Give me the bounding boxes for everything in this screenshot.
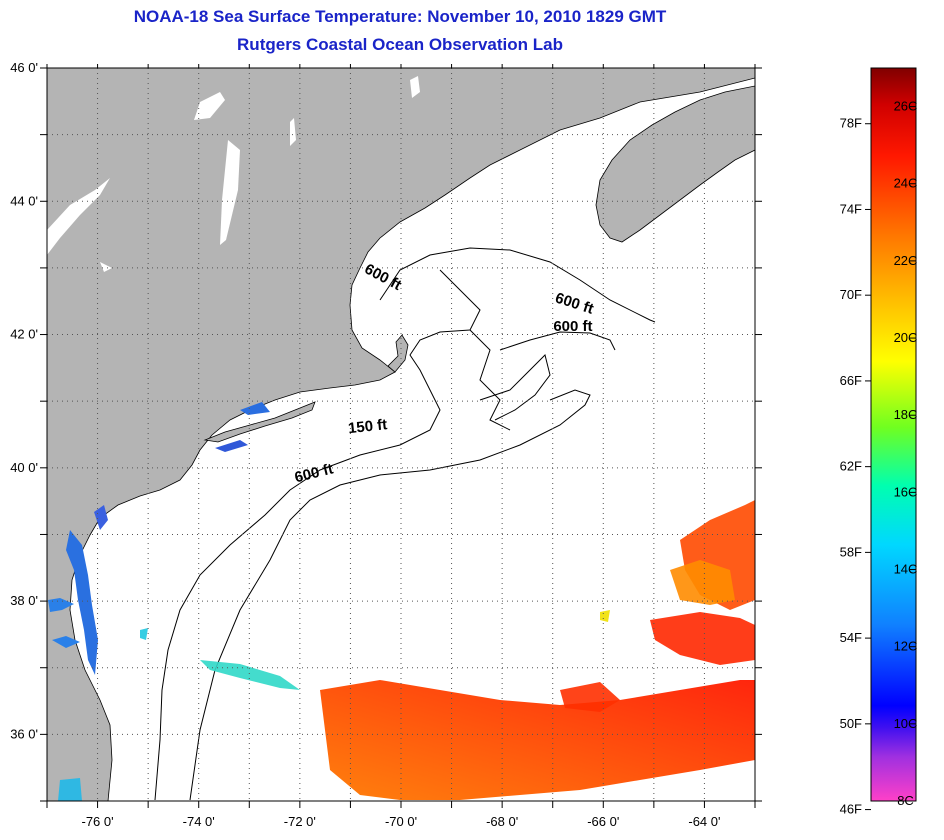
colorbar-c-label: 18C <box>894 407 918 422</box>
lat-tick-label: 38 0' <box>10 593 38 608</box>
colorbar-c-label: 8C <box>897 793 914 808</box>
lat-tick-label: 40 0' <box>10 460 38 475</box>
contour-150ft <box>154 329 471 801</box>
latitude-axis: 46 0' 44 0' 42 0' 40 0' 38 0' 36 0' <box>10 60 38 741</box>
lake-small-3 <box>290 118 296 146</box>
colorbar-c-label: 16C <box>894 484 918 499</box>
map-content <box>47 68 755 801</box>
colorbar-f-label: 62F <box>840 459 862 474</box>
land-mainland <box>47 68 755 801</box>
sst-patch-red-east <box>650 612 755 665</box>
colorbar-f-label: 50F <box>840 716 862 731</box>
sst-patch-red-mid <box>560 682 620 712</box>
colorbar-f-label: 46F <box>840 802 862 817</box>
sst-patch-yellow <box>600 610 610 622</box>
lon-tick-label: -72 0' <box>284 814 316 829</box>
lake-small-4 <box>100 262 112 272</box>
colorbar-celsius-labels: 26C 24C 22C 20C 18C 16C 14C 12C 10C 8C <box>894 99 918 808</box>
colorbar-c-label: 14C <box>894 562 918 577</box>
lake-small-1 <box>194 92 225 120</box>
contour-600ft-gom <box>379 247 656 323</box>
colorbar-c-label: 20C <box>894 330 918 345</box>
contour-label: 600 ft <box>553 318 592 335</box>
lake-small-2 <box>410 76 420 98</box>
colorbar-fahrenheit-labels: 78F 74F 70F 66F 62F 58F 54F 50F 46F <box>840 116 862 817</box>
colorbar-c-label: 26C <box>894 99 918 114</box>
sst-patch-cyan <box>200 660 300 690</box>
land-long-island <box>203 401 316 443</box>
land-cape-cod <box>387 334 409 373</box>
lon-tick-label: -70 0' <box>385 814 417 829</box>
colorbar-c-label: 22C <box>894 253 918 268</box>
sst-patch-gulfstream-main <box>320 680 755 800</box>
map-subtitle: Rutgers Coastal Ocean Observation Lab <box>237 35 563 54</box>
lat-tick-label: 36 0' <box>10 726 38 741</box>
colorbar <box>870 67 917 802</box>
lon-tick-label: -66 0' <box>587 814 619 829</box>
lat-tick-label: 46 0' <box>10 60 38 75</box>
lake-ontario <box>47 178 110 255</box>
colorbar-c-label: 10C <box>894 716 918 731</box>
lon-tick-label: -68 0' <box>486 814 518 829</box>
land-nova-scotia <box>595 85 755 243</box>
colorbar-f-label: 58F <box>840 544 862 559</box>
colorbar-c-label: 12C <box>894 639 918 654</box>
depth-contours <box>154 247 656 801</box>
longitude-axis: -76 0' -74 0' -72 0' -70 0' -68 0' -66 0' -64 … <box>82 814 721 829</box>
delaware-bay <box>94 505 108 530</box>
sst-patch-cyan-2 <box>140 628 148 640</box>
map-title: NOAA-18 Sea Surface Temperature: Novembe… <box>133 7 667 26</box>
sound-blue <box>215 440 248 452</box>
contour-georges <box>479 354 551 421</box>
lat-tick-label: 42 0' <box>10 327 38 342</box>
colorbar-ticks <box>865 106 916 811</box>
colorbar-f-label: 66F <box>840 373 862 388</box>
lat-tick-label: 44 0' <box>10 193 38 208</box>
lake-champlain <box>220 140 240 245</box>
axis-ticks <box>40 64 762 808</box>
lon-tick-label: -64 0' <box>688 814 720 829</box>
colorbar-f-label: 54F <box>840 630 862 645</box>
contour-600ft-ne <box>499 331 616 351</box>
sst-patch-orange-east <box>670 560 735 605</box>
colorbar-f-label: 70F <box>840 287 862 302</box>
contour-gom-detail <box>439 269 511 431</box>
tributaries <box>48 598 80 648</box>
chesapeake-bay <box>66 530 98 675</box>
colorbar-f-label: 74F <box>840 201 862 216</box>
colorbar-c-label: 24C <box>894 176 918 191</box>
sst-patch-se-corner <box>58 778 82 801</box>
contour-label: 150 ft <box>347 416 388 437</box>
contour-600ft-slope <box>189 389 591 801</box>
shelf-blue <box>240 402 270 415</box>
lon-tick-label: -74 0' <box>183 814 215 829</box>
colorbar-f-label: 78F <box>840 116 862 131</box>
sst-patches <box>58 500 755 801</box>
lon-tick-label: -76 0' <box>82 814 114 829</box>
